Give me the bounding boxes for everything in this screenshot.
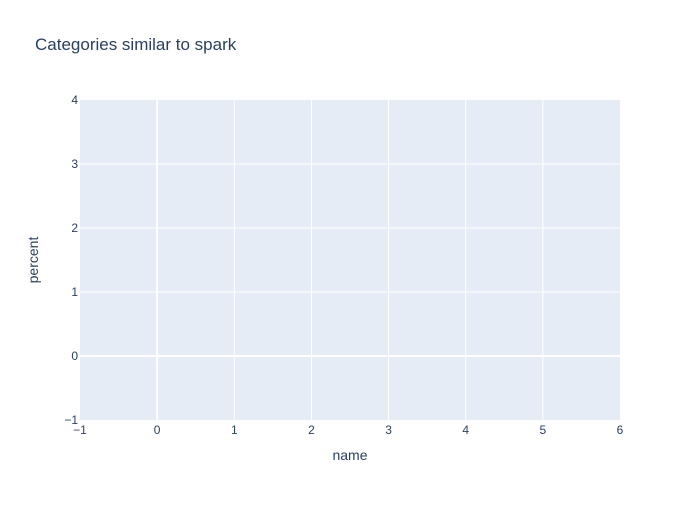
x-tick-label: 5	[540, 423, 547, 437]
x-tick-label: 1	[231, 423, 238, 437]
y-tick-label: 4	[71, 93, 78, 107]
x-tick-label: 6	[617, 423, 624, 437]
x-tick-label: 4	[462, 423, 469, 437]
x-tick-label: −1	[73, 423, 87, 437]
x-tick-label: 2	[308, 423, 315, 437]
y-axis-title: percent	[25, 237, 41, 284]
y-tick-label: 1	[71, 285, 78, 299]
x-tick-label: 3	[385, 423, 392, 437]
chart-title: Categories similar to spark	[35, 35, 237, 54]
y-axis-ticks: −1 0 1 2 3 4	[64, 93, 78, 427]
x-tick-label: 0	[154, 423, 161, 437]
plot-area	[80, 100, 620, 420]
gridlines	[80, 100, 620, 420]
y-tick-label: −1	[64, 413, 78, 427]
x-axis-ticks: −1 0 1 2 3 4 5 6	[73, 423, 624, 437]
y-tick-label: 3	[71, 157, 78, 171]
y-tick-label: 2	[71, 221, 78, 235]
y-tick-label: 0	[71, 349, 78, 363]
x-axis-title: name	[332, 447, 367, 463]
